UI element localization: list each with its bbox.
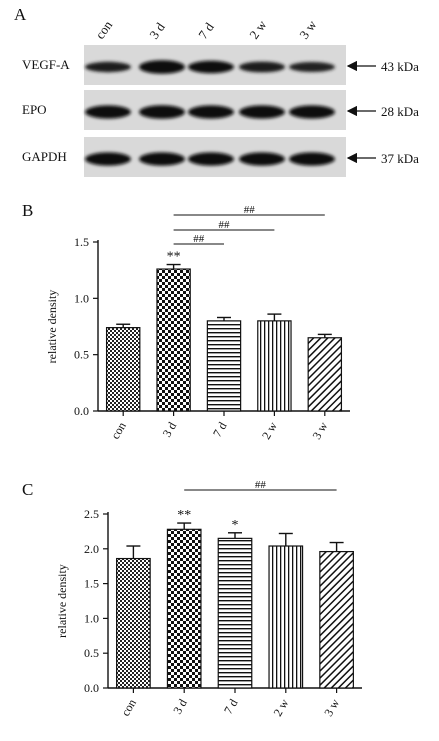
y-tick-label: 0.5	[74, 348, 89, 362]
blot-band-1	[139, 152, 185, 166]
y-tick-label: 0.0	[84, 681, 99, 695]
y-axis-label: relative density	[55, 564, 69, 638]
y-tick-label: 0.5	[84, 646, 99, 660]
bar-3w	[319, 550, 354, 689]
y-tick-label: 1.0	[84, 611, 99, 625]
bar-7d	[206, 320, 242, 412]
blot-row-name: GAPDH	[22, 149, 67, 164]
x-tick-label: 3 w	[309, 419, 330, 442]
blot-band-4	[289, 62, 335, 72]
band-size-label: 43 kDa	[381, 59, 419, 74]
x-tick-label: 3 w	[321, 696, 342, 719]
panel-a-letter: A	[14, 5, 27, 24]
x-tick-label: 7 d	[210, 420, 230, 440]
blot-band-2	[188, 105, 234, 119]
lane-label-3: 2 w	[246, 17, 270, 42]
y-tick-label: 0.0	[74, 404, 89, 418]
blot-band-4	[289, 152, 335, 166]
bar-3w	[307, 337, 343, 412]
x-tick-label: con	[108, 420, 129, 442]
x-tick-label: 3 d	[160, 420, 180, 440]
bar-3d	[156, 268, 191, 412]
blot-band-2	[188, 60, 234, 74]
x-tick-label: 2 w	[270, 696, 291, 719]
blot-rows: VEGF-A 43 kDa EPO 28 kDa GAPDH 37 kDa	[22, 45, 419, 177]
bar-7d	[217, 537, 253, 689]
panel-letter: B	[22, 201, 33, 220]
x-tick-label: 7 d	[221, 697, 241, 717]
blot-row-name: VEGF-A	[22, 57, 70, 72]
blot-band-0	[85, 105, 131, 119]
bar-3d	[166, 528, 202, 689]
y-tick-label: 2.5	[84, 507, 99, 521]
lane-label-1: 3 d	[146, 19, 168, 41]
lane-labels: con 3 d 7 d 2 w 3 w	[92, 17, 320, 42]
comparison-label: ##	[244, 204, 256, 216]
blot-band-0	[85, 61, 131, 73]
x-tick-label: con	[118, 697, 139, 719]
significance-star: **	[167, 250, 181, 265]
comparison-label: ##	[219, 219, 231, 231]
blot-band-1	[139, 105, 185, 119]
band-size-label: 28 kDa	[381, 104, 419, 119]
significance-star: *	[232, 518, 239, 533]
blot-band-0	[85, 152, 131, 166]
blot-band-3	[239, 61, 285, 73]
y-tick-label: 2.0	[84, 542, 99, 556]
x-tick-label: 3 d	[170, 697, 190, 717]
chart-c: C 0.0 0.5 1.0 1.5 2.0 2.5 relative density con 3 …	[22, 479, 362, 719]
y-tick-label: 1.0	[74, 291, 89, 305]
x-tick-label: 2 w	[259, 419, 280, 442]
y-tick-label: 1.5	[74, 235, 89, 249]
blot-row-epo: EPO 28 kDa	[22, 90, 419, 130]
blot-band-3	[239, 105, 285, 119]
band-size-label: 37 kDa	[381, 151, 419, 166]
blot-row-vegf-a: VEGF-A 43 kDa	[22, 45, 419, 85]
comparison-label: ##	[255, 479, 267, 491]
bar-2w	[257, 320, 292, 412]
panel-a-western-blot: A con 3 d 7 d 2 w 3 w VEGF-A 43 kDa EPO 28 kDa G…	[14, 5, 419, 177]
lane-label-4: 3 w	[296, 17, 320, 42]
bar-con	[105, 327, 141, 412]
significance-star: **	[177, 508, 191, 523]
chart-b: B 0.0 0.5 1.0 1.5 relative density con 3 d 7 d 2 …	[22, 201, 350, 442]
blot-band-1	[139, 60, 185, 74]
blot-band-4	[289, 105, 335, 119]
bar-con	[116, 557, 151, 689]
y-tick-label: 1.5	[84, 577, 99, 591]
bar-2w	[268, 545, 304, 689]
comparison-label: ##	[193, 233, 205, 245]
blot-row-name: EPO	[22, 102, 47, 117]
blot-band-2	[188, 152, 234, 166]
blot-row-gapdh: GAPDH 37 kDa	[22, 137, 419, 177]
y-axis-label: relative density	[45, 290, 59, 364]
blot-band-3	[239, 152, 285, 166]
lane-label-2: 7 d	[195, 19, 217, 41]
panel-letter: C	[22, 480, 33, 499]
lane-label-0: con	[92, 17, 115, 41]
